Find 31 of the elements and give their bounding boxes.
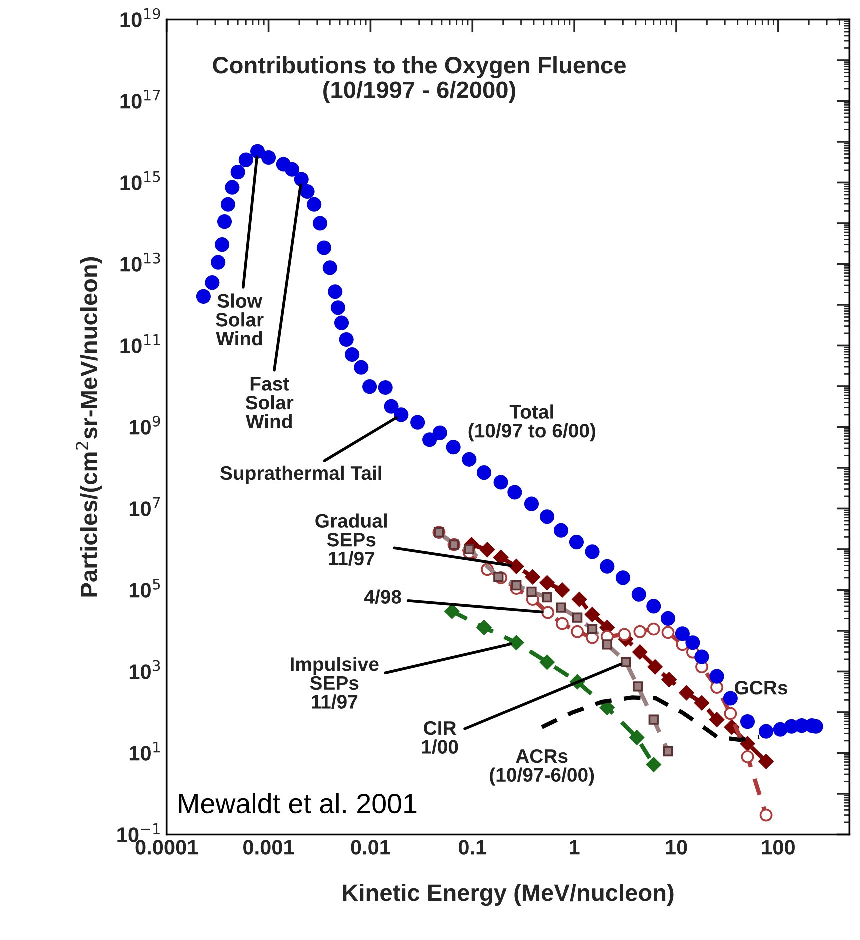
annotation: ACRs (10/97-6/00)	[490, 749, 594, 786]
y-tick-label: 10$^{7}$	[130, 498, 160, 516]
y-tick-label: 10$^{11}$	[120, 334, 160, 354]
x-tick-label: 100	[762, 840, 795, 855]
annotation: Fast Solar Wind	[246, 377, 294, 429]
annotation: Suprathermal Tail	[220, 466, 382, 484]
annotation: Impulsive SEPs 11/97	[291, 657, 379, 710]
x-tick-label: 0.001	[244, 840, 294, 855]
y-tick-label: 10$^{1}$	[130, 742, 160, 761]
x-tick-label: 10	[666, 840, 688, 855]
text: Contributions to the Oxygen Fluence (10/1997 - 6/2000)	[213, 56, 626, 104]
x-tick-label: 1	[570, 840, 580, 855]
annotation: 4/98	[364, 590, 402, 604]
y-tick-label: 10$^{19}$	[120, 8, 160, 28]
annotation: Gradual SEPs 11/97	[316, 514, 387, 566]
y-tick-label: 10$^{9}$	[130, 416, 160, 435]
x-tick-label: 0.1	[458, 840, 487, 855]
y-tick-label: 10$^{17}$	[120, 90, 160, 109]
x-tick-label: 0.01	[351, 840, 390, 855]
annotation: Total (10/97 to 6/00)	[468, 404, 596, 442]
y-tick-label: 10$^{5}$	[130, 579, 160, 598]
y-tick-label: 10$^{13}$	[120, 252, 160, 272]
y-tick-label: 10$^{3}$	[130, 660, 160, 680]
y-tick-label: 10$^{15}$	[120, 172, 160, 190]
annotation: CIR 1/00	[422, 721, 458, 754]
annotation: GCRs	[735, 681, 788, 695]
y-axis-title: Particles/(cm$^{2}$sr-MeV/nucleon)	[76, 257, 102, 597]
x-axis-title: Kinetic Energy (MeV/nucleon)	[343, 884, 674, 906]
x-tick-label: 0.0001	[136, 840, 198, 855]
annotation: Slow Solar Wind	[216, 294, 264, 346]
annotation: Mewaldt et al. 2001	[179, 793, 417, 814]
